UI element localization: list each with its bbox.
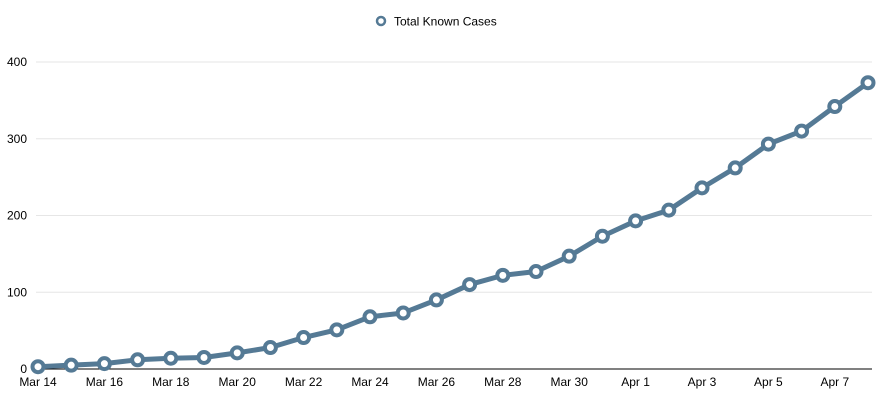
legend-marker xyxy=(375,15,387,27)
y-tick-label: 200 xyxy=(7,209,27,223)
x-tick-label: Mar 18 xyxy=(152,375,190,389)
legend: Total Known Cases xyxy=(375,15,497,29)
data-point xyxy=(196,349,212,365)
data-point xyxy=(30,359,46,375)
x-tick-label: Apr 1 xyxy=(621,375,650,389)
series-total-known-cases xyxy=(30,75,876,375)
gridlines xyxy=(36,61,872,370)
x-tick-label: Mar 14 xyxy=(19,375,57,389)
data-point xyxy=(362,309,378,325)
data-point xyxy=(860,75,876,91)
data-point xyxy=(296,330,312,346)
data-point xyxy=(727,160,743,176)
data-point xyxy=(661,202,677,218)
x-tick-label: Mar 20 xyxy=(219,375,257,389)
y-tick-label: 400 xyxy=(7,55,27,69)
data-point xyxy=(63,357,79,373)
x-tick-label: Mar 26 xyxy=(418,375,456,389)
data-point xyxy=(794,123,810,139)
data-point xyxy=(428,292,444,308)
x-tick-label: Apr 5 xyxy=(754,375,783,389)
data-point xyxy=(495,267,511,283)
x-tick-label: Mar 30 xyxy=(551,375,589,389)
data-point xyxy=(561,248,577,264)
y-axis-tick-labels: 0 100 200 300 400 xyxy=(7,55,27,376)
legend-label: Total Known Cases xyxy=(394,15,497,29)
series-line xyxy=(35,80,871,370)
data-point xyxy=(163,350,179,366)
x-tick-label: Mar 28 xyxy=(484,375,522,389)
data-point xyxy=(395,305,411,321)
y-tick-label: 300 xyxy=(7,132,27,146)
x-tick-label: Mar 24 xyxy=(351,375,389,389)
data-point xyxy=(96,356,112,372)
y-tick-label: 0 xyxy=(20,362,27,376)
data-point xyxy=(262,340,278,356)
y-tick-label: 100 xyxy=(7,285,27,299)
data-point xyxy=(130,352,146,368)
data-point xyxy=(827,99,843,115)
data-point xyxy=(229,345,245,361)
data-point xyxy=(462,277,478,293)
x-axis-tick-labels: Mar 14 Mar 16 Mar 18 Mar 20 Mar 22 Mar 24 Mar … xyxy=(19,375,849,389)
data-point xyxy=(329,322,345,338)
data-point xyxy=(760,136,776,152)
x-tick-label: Apr 7 xyxy=(820,375,849,389)
x-tick-label: Mar 22 xyxy=(285,375,323,389)
data-point xyxy=(694,180,710,196)
x-tick-label: Apr 3 xyxy=(688,375,717,389)
data-point xyxy=(628,213,644,229)
data-point xyxy=(528,264,544,280)
x-tick-label: Mar 16 xyxy=(86,375,124,389)
data-point xyxy=(594,228,610,244)
